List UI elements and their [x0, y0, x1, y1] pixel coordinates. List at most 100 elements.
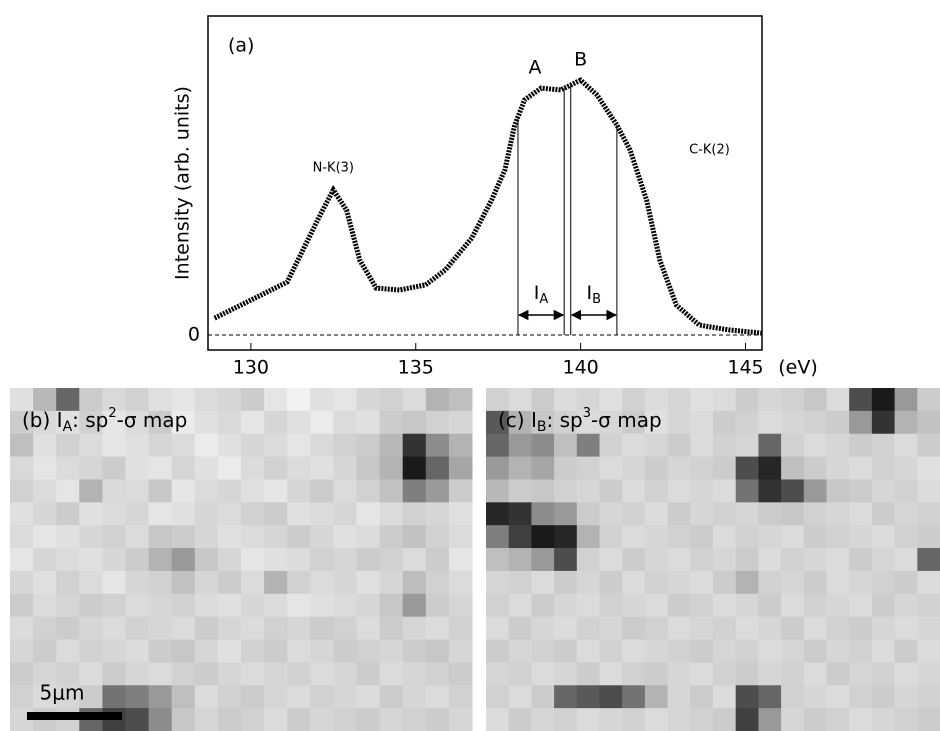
map-cell — [713, 479, 737, 503]
map-cell — [402, 616, 427, 641]
map-cell — [264, 639, 288, 663]
map-cell — [425, 685, 450, 709]
map-cell — [735, 708, 759, 731]
map-cell — [79, 525, 103, 549]
map-cell — [356, 639, 381, 663]
window-label-sub: B — [592, 292, 601, 307]
map-cell — [599, 593, 623, 618]
map-cell — [803, 479, 827, 503]
map-cell — [531, 548, 555, 572]
map-cell — [894, 708, 918, 731]
map-cell — [486, 639, 510, 663]
map-cell — [448, 388, 473, 412]
map-cell — [917, 662, 940, 686]
map-cell — [217, 708, 242, 731]
map-cell — [599, 685, 623, 709]
map-cell — [758, 639, 782, 663]
map-cell — [690, 685, 714, 709]
map-cell — [894, 639, 918, 663]
map-cell — [576, 548, 600, 572]
map-cell — [894, 479, 918, 503]
map-cell — [448, 685, 473, 709]
map-cell — [217, 593, 242, 618]
map-cell — [531, 708, 555, 731]
map-cell — [894, 593, 918, 618]
map-cell — [356, 388, 381, 412]
map-cell — [781, 456, 805, 480]
map-cell — [622, 410, 646, 435]
map-cell — [102, 502, 126, 526]
map-cell — [79, 570, 103, 595]
map-cell — [644, 410, 669, 435]
map-cell — [241, 570, 265, 595]
map-cell — [425, 479, 450, 503]
map-cell — [194, 479, 219, 503]
map-cell — [758, 456, 782, 480]
map-cell — [402, 548, 427, 572]
map-cell — [241, 593, 265, 618]
map-cell — [379, 388, 404, 412]
map-cell — [241, 662, 265, 686]
map-cell — [622, 456, 646, 480]
map-cell — [379, 479, 404, 503]
map-cell — [171, 708, 196, 731]
map-cell — [894, 456, 918, 480]
map-cell — [425, 525, 450, 549]
map-cell — [79, 616, 103, 641]
map-cell — [217, 616, 242, 641]
map-cell — [735, 525, 759, 549]
map-cell — [803, 639, 827, 663]
map-cell — [241, 433, 265, 458]
map-cell — [622, 479, 646, 503]
map-cell — [871, 662, 896, 686]
map-cell — [917, 548, 940, 572]
map-cell — [125, 548, 150, 572]
map-cell — [194, 662, 219, 686]
map-cell — [713, 456, 737, 480]
map-cell — [781, 639, 805, 663]
x-axis-label: (eV) — [778, 357, 818, 379]
map-cell — [241, 708, 265, 731]
map-cell — [448, 433, 473, 458]
map-cell — [826, 502, 850, 526]
map-cell — [576, 479, 600, 503]
map-cell — [871, 708, 896, 731]
map-cell — [849, 479, 873, 503]
map-cell — [508, 525, 532, 549]
map-cell — [871, 410, 896, 435]
map-cell — [871, 525, 896, 549]
map-cell — [102, 388, 126, 412]
map-cell — [79, 410, 103, 435]
map-cell — [194, 548, 219, 572]
map-cell — [917, 388, 940, 412]
map-cell — [171, 639, 196, 663]
map-cell — [148, 456, 173, 480]
map-cell — [102, 410, 126, 435]
map-cell — [486, 525, 510, 549]
map-cell — [849, 662, 873, 686]
map-cell — [448, 479, 473, 503]
map-cell — [33, 502, 57, 526]
map-cell — [667, 433, 691, 458]
map-cell — [171, 685, 196, 709]
map-title-part: -σ map — [591, 408, 662, 432]
map-cell — [531, 479, 555, 503]
map-cell — [849, 685, 873, 709]
map-cell — [264, 410, 288, 435]
map-cell — [735, 548, 759, 572]
map-cell — [10, 502, 34, 526]
map-cell — [894, 388, 918, 412]
map-cell — [871, 570, 896, 595]
map-cell — [758, 525, 782, 549]
map-cell — [310, 639, 334, 663]
map-cell — [644, 639, 669, 663]
map-cell — [356, 662, 381, 686]
map-cell — [448, 616, 473, 641]
map-cell — [125, 616, 150, 641]
map-cell — [171, 616, 196, 641]
map-cell — [379, 639, 404, 663]
map-cell — [917, 479, 940, 503]
scale-bar — [27, 712, 122, 720]
map-cell — [171, 410, 196, 435]
map-cell — [217, 456, 242, 480]
